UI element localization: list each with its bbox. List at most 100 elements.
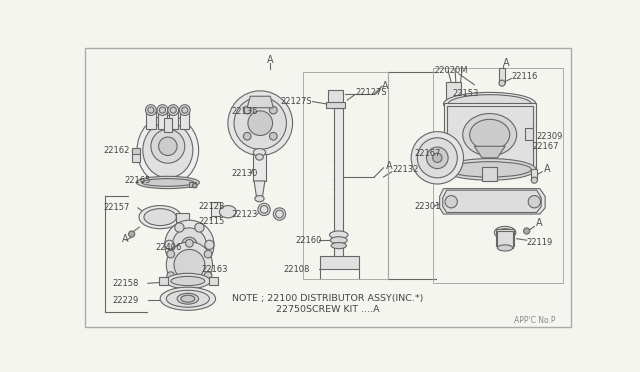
Polygon shape: [254, 181, 265, 196]
Circle shape: [193, 183, 197, 188]
Ellipse shape: [444, 158, 536, 180]
Bar: [147, 112, 156, 129]
Ellipse shape: [253, 148, 266, 156]
Ellipse shape: [136, 176, 200, 189]
Ellipse shape: [166, 290, 209, 307]
Ellipse shape: [470, 119, 509, 150]
Circle shape: [411, 132, 463, 184]
Text: A: A: [122, 234, 128, 244]
Circle shape: [524, 228, 530, 234]
Text: 22123: 22123: [232, 209, 258, 218]
Circle shape: [204, 272, 212, 279]
Circle shape: [164, 240, 174, 250]
Ellipse shape: [497, 245, 513, 251]
Text: 22167: 22167: [532, 142, 559, 151]
Circle shape: [445, 196, 458, 208]
Ellipse shape: [497, 229, 513, 236]
Circle shape: [167, 272, 175, 279]
Text: APP'C No.P: APP'C No.P: [514, 316, 555, 325]
Bar: [159, 277, 168, 285]
Circle shape: [166, 242, 212, 288]
Text: 22153: 22153: [452, 89, 479, 99]
Ellipse shape: [255, 196, 264, 202]
Polygon shape: [443, 190, 541, 212]
Bar: [132, 151, 140, 162]
Text: 22158: 22158: [113, 279, 139, 288]
Ellipse shape: [330, 237, 348, 244]
Circle shape: [269, 106, 277, 114]
Circle shape: [204, 250, 212, 258]
Circle shape: [168, 105, 179, 115]
Circle shape: [243, 132, 251, 140]
Text: A: A: [386, 161, 392, 170]
Circle shape: [182, 237, 197, 253]
Bar: [168, 112, 178, 129]
Bar: [209, 277, 218, 285]
Circle shape: [175, 223, 184, 232]
Text: A: A: [536, 218, 543, 228]
Ellipse shape: [137, 115, 198, 185]
Text: 22108: 22108: [284, 265, 310, 274]
Bar: [482, 167, 497, 181]
Circle shape: [531, 177, 538, 183]
Circle shape: [157, 105, 168, 115]
Text: 22301: 22301: [414, 202, 440, 211]
Ellipse shape: [463, 113, 516, 156]
Ellipse shape: [330, 231, 348, 239]
Circle shape: [205, 240, 214, 250]
Ellipse shape: [171, 276, 205, 286]
Bar: [496, 230, 515, 246]
Bar: [180, 112, 189, 129]
Ellipse shape: [166, 273, 210, 289]
Text: NOTE ; 22100 DISTRIBUTOR ASSY(INC.*): NOTE ; 22100 DISTRIBUTOR ASSY(INC.*): [232, 294, 424, 303]
Text: 22123: 22123: [198, 202, 225, 211]
Bar: [328, 90, 344, 104]
Text: A: A: [267, 55, 273, 65]
Bar: [447, 99, 460, 106]
Circle shape: [167, 250, 175, 258]
Circle shape: [159, 137, 177, 155]
Text: 22115: 22115: [198, 217, 225, 226]
Bar: [447, 106, 533, 166]
Ellipse shape: [220, 206, 236, 218]
Ellipse shape: [143, 122, 193, 178]
Text: 22160: 22160: [296, 236, 322, 245]
Polygon shape: [247, 96, 273, 108]
Bar: [158, 112, 167, 129]
Text: A: A: [543, 164, 550, 174]
Ellipse shape: [181, 295, 195, 302]
Text: 22132: 22132: [393, 165, 419, 174]
Circle shape: [129, 231, 135, 237]
Bar: [175, 212, 189, 222]
Ellipse shape: [255, 154, 263, 160]
Circle shape: [258, 203, 270, 216]
Circle shape: [170, 107, 176, 113]
Bar: [132, 148, 140, 154]
Circle shape: [186, 240, 193, 247]
Bar: [499, 68, 505, 83]
Circle shape: [248, 111, 273, 135]
Text: 22163: 22163: [201, 265, 227, 274]
Text: A: A: [503, 58, 509, 68]
Ellipse shape: [494, 226, 516, 239]
Ellipse shape: [144, 209, 176, 225]
Ellipse shape: [139, 206, 181, 229]
Bar: [320, 256, 359, 269]
Bar: [211, 202, 220, 216]
Bar: [446, 82, 461, 104]
Bar: [531, 169, 538, 180]
Bar: [303, 71, 388, 279]
Bar: [525, 128, 533, 140]
Circle shape: [228, 91, 292, 155]
Text: 22309: 22309: [536, 132, 563, 141]
Text: 22229: 22229: [113, 296, 139, 305]
Ellipse shape: [141, 179, 194, 186]
Circle shape: [269, 132, 277, 140]
Text: A: A: [382, 81, 388, 91]
Circle shape: [417, 138, 458, 178]
Text: 22162: 22162: [103, 145, 129, 155]
Text: 22020M: 22020M: [435, 66, 468, 75]
Circle shape: [499, 80, 505, 86]
Circle shape: [182, 107, 188, 113]
Text: 22157: 22157: [103, 203, 129, 212]
